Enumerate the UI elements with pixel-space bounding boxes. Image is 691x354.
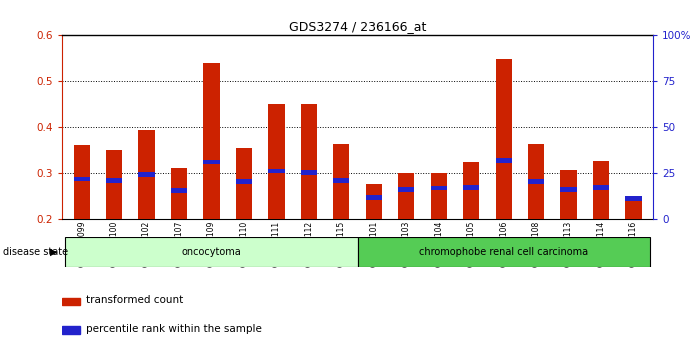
Bar (495, 158, 512, 163)
Bar (236, 148, 252, 219)
Bar (203, 160, 220, 164)
Bar (366, 195, 382, 200)
Bar (430, 186, 447, 190)
Bar (138, 172, 155, 177)
Text: percentile rank within the sample: percentile rank within the sample (86, 324, 262, 334)
Bar (62, 326, 80, 334)
Bar (333, 178, 350, 183)
Bar (268, 169, 285, 173)
Bar (66, 237, 358, 267)
Text: disease state: disease state (3, 247, 68, 257)
Text: chromophobe renal cell carcinoma: chromophobe renal cell carcinoma (419, 247, 588, 257)
Bar (398, 187, 415, 192)
Bar (171, 168, 187, 219)
Bar (625, 198, 642, 219)
Bar (106, 150, 122, 219)
Bar (73, 177, 90, 181)
Bar (398, 173, 415, 219)
Bar (106, 178, 122, 183)
Bar (138, 130, 155, 219)
Bar (560, 187, 577, 192)
Bar (495, 59, 512, 219)
Title: GDS3274 / 236166_at: GDS3274 / 236166_at (289, 20, 426, 33)
Text: oncocytoma: oncocytoma (182, 247, 241, 257)
Bar (358, 237, 650, 267)
Bar (171, 188, 187, 193)
Bar (625, 196, 642, 201)
Bar (593, 185, 609, 189)
Bar (463, 185, 480, 189)
Bar (301, 104, 317, 219)
Bar (236, 179, 252, 184)
Bar (333, 143, 350, 219)
Bar (463, 162, 480, 219)
Bar (560, 170, 577, 219)
Bar (593, 161, 609, 219)
Bar (203, 63, 220, 219)
Bar (62, 297, 80, 305)
Bar (528, 179, 545, 184)
Bar (366, 184, 382, 219)
Bar (268, 104, 285, 219)
Text: transformed count: transformed count (86, 295, 183, 305)
Bar (73, 145, 90, 219)
Bar (301, 170, 317, 175)
Bar (430, 172, 447, 219)
Bar (528, 143, 545, 219)
Text: ▶: ▶ (50, 247, 58, 257)
